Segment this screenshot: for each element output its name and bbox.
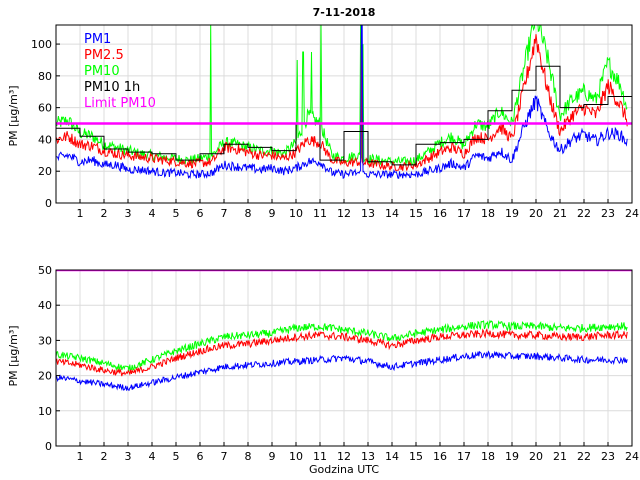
top-xtick-label-3: 3 bbox=[125, 207, 132, 220]
top-xtick-label-21: 21 bbox=[553, 207, 567, 220]
bottom-chart-ticks: 1 2 3 4 5 6 7 8 9 10 11 12 13 14 15 16 17 18 19 20 21 22 23 240… bbox=[38, 264, 639, 463]
bot-xtick-label-5: 5 bbox=[173, 450, 180, 463]
bot-ytick-label-20: 20 bbox=[38, 370, 52, 383]
top-xtick-label-18: 18 bbox=[481, 207, 495, 220]
bot-ytick-label-10: 10 bbox=[38, 405, 52, 418]
top-xtick-label-14: 14 bbox=[385, 207, 399, 220]
bot-xtick-label-7: 7 bbox=[221, 450, 228, 463]
top-xtick-label-2: 2 bbox=[101, 207, 108, 220]
bot-xtick-label-13: 13 bbox=[361, 450, 375, 463]
bot-xtick-label-10: 10 bbox=[289, 450, 303, 463]
top-xtick-label-5: 5 bbox=[173, 207, 180, 220]
bot-xtick-label-16: 16 bbox=[433, 450, 447, 463]
top-chart-title: 7-11-2018 bbox=[313, 6, 376, 19]
top-xtick-label-11: 11 bbox=[313, 207, 327, 220]
bot-ytick-label-30: 30 bbox=[38, 334, 52, 347]
bot-xtick-label-20: 20 bbox=[529, 450, 543, 463]
bottom-chart-ylabel: PM [µg/m³] bbox=[7, 325, 20, 386]
bot-xtick-label-19: 19 bbox=[505, 450, 519, 463]
bot-ytick-label-0: 0 bbox=[45, 440, 52, 453]
top-ytick-label-60: 60 bbox=[38, 102, 52, 115]
top-series-pm1 bbox=[56, 25, 628, 180]
bot-xtick-label-9: 9 bbox=[269, 450, 276, 463]
bottom-chart-series bbox=[56, 270, 632, 392]
bot-series-pm2-5 bbox=[56, 327, 628, 377]
top-xtick-label-4: 4 bbox=[149, 207, 156, 220]
legend-item-pm10-1h: PM10 1h bbox=[84, 80, 140, 95]
bot-xtick-label-18: 18 bbox=[481, 450, 495, 463]
top-xtick-label-19: 19 bbox=[505, 207, 519, 220]
legend-item-pm10: PM10 bbox=[84, 64, 120, 79]
top-series-pm10-1h bbox=[56, 65, 632, 166]
bottom-chart-grid bbox=[56, 269, 633, 447]
top-ytick-label-20: 20 bbox=[38, 165, 52, 178]
top-xtick-label-24: 24 bbox=[625, 207, 639, 220]
top-xtick-label-8: 8 bbox=[245, 207, 252, 220]
top-ytick-label-0: 0 bbox=[45, 197, 52, 210]
top-xtick-label-22: 22 bbox=[577, 207, 591, 220]
legend-item-limit-pm10: Limit PM10 bbox=[84, 96, 156, 111]
bot-xtick-label-8: 8 bbox=[245, 450, 252, 463]
bot-xtick-label-22: 22 bbox=[577, 450, 591, 463]
top-xtick-label-12: 12 bbox=[337, 207, 351, 220]
top-ytick-label-100: 100 bbox=[31, 38, 52, 51]
top-xtick-label-13: 13 bbox=[361, 207, 375, 220]
bottom-chart-xlabel: Godzina UTC bbox=[309, 463, 379, 476]
bot-xtick-label-2: 2 bbox=[101, 450, 108, 463]
bot-xtick-label-24: 24 bbox=[625, 450, 639, 463]
bot-xtick-label-15: 15 bbox=[409, 450, 423, 463]
top-xtick-label-20: 20 bbox=[529, 207, 543, 220]
bot-series-pm1 bbox=[56, 350, 628, 392]
bot-ytick-label-40: 40 bbox=[38, 299, 52, 312]
top-xtick-label-6: 6 bbox=[197, 207, 204, 220]
bot-xtick-label-1: 1 bbox=[77, 450, 84, 463]
legend-item-pm1: PM1 bbox=[84, 32, 111, 47]
bot-xtick-label-3: 3 bbox=[125, 450, 132, 463]
top-chart-ticks: 1 2 3 4 5 6 7 8 9 10 11 12 13 14 15 16 17 18 19 20 21 22 23 240… bbox=[31, 38, 639, 220]
bot-xtick-label-23: 23 bbox=[601, 450, 615, 463]
top-chart-ylabel: PM [µg/m³] bbox=[7, 85, 20, 146]
bot-xtick-label-11: 11 bbox=[313, 450, 327, 463]
bot-xtick-label-21: 21 bbox=[553, 450, 567, 463]
top-xtick-label-16: 16 bbox=[433, 207, 447, 220]
bot-xtick-label-4: 4 bbox=[149, 450, 156, 463]
top-ytick-label-80: 80 bbox=[38, 70, 52, 83]
bot-ytick-label-50: 50 bbox=[38, 264, 52, 277]
bot-xtick-label-14: 14 bbox=[385, 450, 399, 463]
bot-xtick-label-17: 17 bbox=[457, 450, 471, 463]
top-xtick-label-7: 7 bbox=[221, 207, 228, 220]
top-xtick-label-10: 10 bbox=[289, 207, 303, 220]
bot-xtick-label-12: 12 bbox=[337, 450, 351, 463]
top-ytick-label-40: 40 bbox=[38, 133, 52, 146]
top-xtick-label-1: 1 bbox=[77, 207, 84, 220]
top-xtick-label-9: 9 bbox=[269, 207, 276, 220]
top-xtick-label-17: 17 bbox=[457, 207, 471, 220]
bot-series-pm10 bbox=[56, 319, 628, 372]
top-chart-series bbox=[56, 25, 632, 180]
top-xtick-label-15: 15 bbox=[409, 207, 423, 220]
top-xtick-label-23: 23 bbox=[601, 207, 615, 220]
bot-xtick-label-6: 6 bbox=[197, 450, 204, 463]
legend-item-pm2-5: PM2.5 bbox=[84, 48, 124, 63]
top-series-pm10 bbox=[56, 25, 628, 167]
